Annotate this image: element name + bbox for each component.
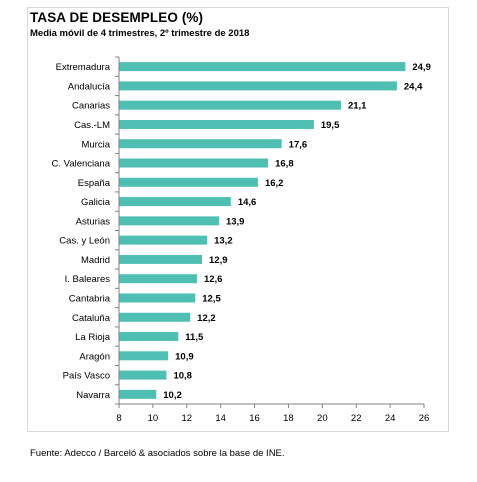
value-label: 19,5 xyxy=(321,120,340,131)
bar xyxy=(119,235,208,245)
bar xyxy=(119,197,231,207)
bar xyxy=(119,274,197,284)
x-tick-label: 16 xyxy=(249,413,260,424)
category-label: Extremadura xyxy=(56,62,111,73)
bar xyxy=(119,100,341,110)
bar-chart: Extremadura 24,9 Andalucía 24,4 Canarias 21,1… xyxy=(52,56,431,424)
value-label: 16,2 xyxy=(265,178,284,189)
category-label: Cas. y León xyxy=(59,236,110,247)
x-tick-label: 20 xyxy=(317,413,328,424)
bar xyxy=(119,139,282,149)
value-label: 24,4 xyxy=(404,81,423,92)
category-label: Andalucía xyxy=(68,81,111,92)
bar xyxy=(119,119,314,129)
value-label: 17,6 xyxy=(289,139,308,150)
x-tick-label: 22 xyxy=(351,413,362,424)
category-label: Asturias xyxy=(76,216,111,227)
x-tick-label: 10 xyxy=(148,413,159,424)
category-label: Cas.-LM xyxy=(74,120,110,131)
category-label: Aragón xyxy=(79,351,110,362)
value-label: 21,1 xyxy=(348,101,367,112)
source-note: Fuente: Adecco / Barceló & asociados sob… xyxy=(30,448,285,459)
bar xyxy=(119,389,157,399)
value-label: 12,6 xyxy=(204,274,223,285)
value-label: 13,2 xyxy=(214,236,233,247)
bar xyxy=(119,62,406,72)
value-label: 12,5 xyxy=(202,293,221,304)
bar xyxy=(119,370,167,380)
value-label: 16,8 xyxy=(275,159,294,170)
bar xyxy=(119,158,269,168)
chart-frame xyxy=(27,7,449,432)
category-label: C. Valenciana xyxy=(52,159,111,170)
value-label: 10,8 xyxy=(173,371,192,382)
category-label: Cantabria xyxy=(69,293,111,304)
bar xyxy=(119,177,258,187)
value-label: 10,9 xyxy=(175,351,194,362)
category-label: España xyxy=(78,178,111,189)
category-label: Navarra xyxy=(76,390,111,401)
category-label: Galicia xyxy=(81,197,111,208)
chart-subtitle: Media móvil de 4 trimestres, 2º trimestr… xyxy=(30,28,250,39)
category-label: La Rioja xyxy=(75,332,111,343)
value-label: 24,9 xyxy=(412,62,431,73)
value-label: 14,6 xyxy=(238,197,256,208)
bar xyxy=(119,254,203,264)
value-label: 11,5 xyxy=(185,332,204,343)
x-tick-label: 14 xyxy=(215,413,226,424)
x-tick-label: 18 xyxy=(283,413,294,424)
x-tick-label: 26 xyxy=(419,413,430,424)
bar xyxy=(119,332,179,342)
bar xyxy=(119,312,191,322)
bar xyxy=(119,293,196,303)
value-label: 13,9 xyxy=(226,216,245,227)
category-label: País Vasco xyxy=(63,371,110,382)
x-tick-label: 8 xyxy=(116,413,121,424)
category-label: Madrid xyxy=(81,255,110,266)
category-label: Canarias xyxy=(72,101,110,112)
value-label: 10,2 xyxy=(163,390,182,401)
category-label: I. Baleares xyxy=(65,274,111,285)
bar xyxy=(119,351,169,361)
chart-title: TASA DE DESEMPLEO (%) xyxy=(30,10,204,25)
bar xyxy=(119,81,397,91)
value-label: 12,9 xyxy=(209,255,228,266)
x-tick-label: 24 xyxy=(385,413,396,424)
x-tick-label: 12 xyxy=(181,413,192,424)
bar xyxy=(119,216,219,226)
category-label: Murcia xyxy=(81,139,110,150)
value-label: 12,2 xyxy=(197,313,216,324)
category-label: Cataluña xyxy=(72,313,111,324)
